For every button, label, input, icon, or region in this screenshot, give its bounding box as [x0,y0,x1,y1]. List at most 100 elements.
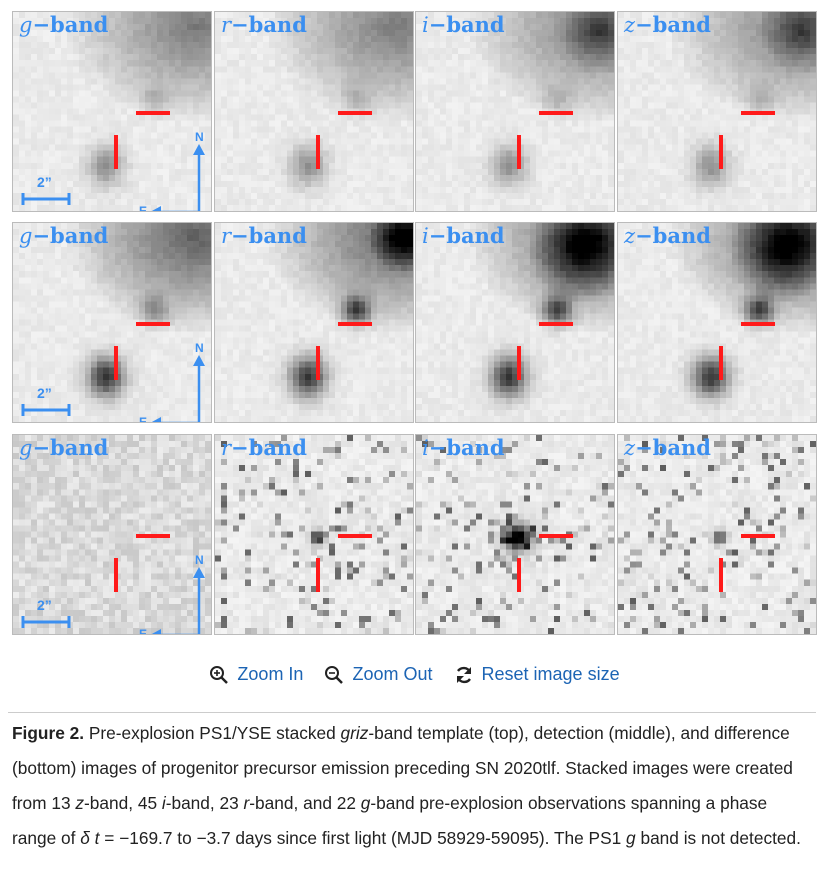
band-label: g−band [19,435,108,460]
position-marker-vertical [517,346,521,380]
band-letter: i [422,224,429,248]
position-marker-vertical [316,558,320,592]
caption-text: -band, 45 [84,793,162,813]
reset-size-label: Reset image size [481,664,620,684]
zoom-out-icon [325,665,344,684]
stacked-image [416,223,614,422]
band-suffix: −band [428,12,505,37]
image-controls: Zoom In Zoom Out Reset image size [0,664,829,690]
band-letter: g [19,13,33,37]
band-suffix: −band [428,435,505,460]
band-label: g−band [19,12,108,37]
band-suffix: −band [635,223,711,248]
compass-north-label: N [195,553,204,567]
band-label: i−band [422,435,505,460]
caption-italic: griz [340,723,369,743]
position-marker-horizontal [741,322,775,326]
band-letter: i [422,436,429,460]
position-marker-vertical [517,558,521,592]
band-letter: r [221,13,232,37]
band-suffix: −band [32,12,109,37]
position-marker-horizontal [539,111,573,115]
zoom-out-button[interactable]: Zoom Out [324,664,433,685]
position-marker-horizontal [539,534,573,538]
compass-north-label: N [195,130,204,144]
caption-italic: δ t [80,828,100,848]
position-marker-horizontal [136,111,170,115]
zoom-in-icon [210,665,229,684]
zoom-in-button[interactable]: Zoom In [209,664,303,685]
compass-east-label: E [139,627,148,635]
reset-size-button[interactable]: Reset image size [454,664,620,685]
position-marker-horizontal [539,322,573,326]
position-marker-vertical [517,135,521,169]
image-panel-detection-i: i−band [415,222,615,423]
position-marker-horizontal [741,534,775,538]
caption-text: band is not detected. [635,828,801,848]
position-marker-horizontal [338,111,372,115]
caption-italic: r [243,793,250,813]
band-suffix: −band [231,223,307,248]
band-label: r−band [221,223,307,248]
caption-label: Figure 2. [12,723,85,743]
band-label: z−band [624,12,711,37]
band-label: g−band [19,223,108,248]
stacked-image [13,435,211,634]
image-panel-template-r: r−band [214,11,414,212]
band-label: i−band [422,223,505,248]
band-label: r−band [221,12,307,37]
position-marker-vertical [719,346,723,380]
position-marker-vertical [316,346,320,380]
band-label: z−band [624,435,711,460]
caption-text: = −169.7 to −3.7 days since first light … [99,828,627,848]
caption-italic: g [626,828,636,848]
caption-italic: g [360,793,371,813]
position-marker-vertical [316,135,320,169]
refresh-icon [456,666,471,683]
image-panel-detection-g: g−band 2” N E [12,222,212,423]
zoom-in-label: Zoom In [237,664,304,684]
image-panel-template-i: i−band [415,11,615,212]
band-suffix: −band [428,223,505,248]
compass-north-label: N [195,341,204,355]
band-letter: z [624,224,636,248]
image-panel-detection-z: z−band [617,222,817,423]
stacked-image [215,435,413,634]
band-letter: r [221,224,232,248]
image-panel-difference-z: z−band [617,434,817,635]
stacked-image [416,12,614,211]
caption-italic: i [161,793,166,813]
figure-caption: Figure 2. Pre-explosion PS1/YSE stacked … [12,716,812,856]
band-letter: z [624,13,636,37]
band-suffix: −band [32,435,109,460]
stacked-image [215,223,413,422]
band-suffix: −band [635,12,711,37]
compass-east-label: E [139,204,148,212]
position-marker-horizontal [338,534,372,538]
band-letter: i [422,13,429,37]
caption-text: -band, and 22 [249,793,361,813]
scale-label: 2” [37,174,52,190]
caption-text: -band pre-explosion observations spannin… [12,793,768,848]
stacked-image [618,223,816,422]
stacked-image [13,12,211,211]
position-marker-vertical [114,346,118,380]
compass-east-label: E [139,415,148,423]
band-suffix: −band [231,12,307,37]
image-panel-difference-g: g−band 2” N E [12,434,212,635]
position-marker-vertical [114,135,118,169]
scale-label: 2” [37,385,52,401]
stacked-image [13,223,211,422]
stacked-image [618,435,816,634]
image-panel-difference-r: r−band [214,434,414,635]
band-suffix: −band [32,223,109,248]
position-marker-vertical [719,558,723,592]
band-label: i−band [422,12,505,37]
stacked-image [618,12,816,211]
image-panel-detection-r: r−band [214,222,414,423]
caption-italic: z [75,793,85,813]
caption-text: -band template (top), detection (middle)… [12,723,793,813]
divider [8,712,816,713]
scale-label: 2” [37,597,52,613]
